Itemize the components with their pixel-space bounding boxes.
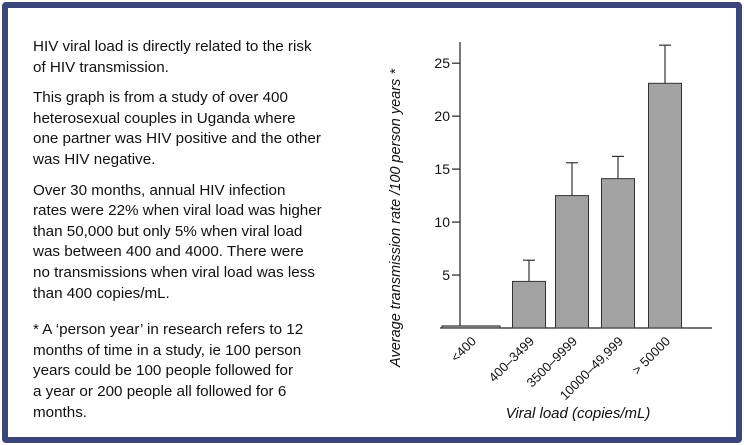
x-tick-label: <400 [448, 334, 479, 365]
bar [555, 195, 589, 329]
text-line: months of time in a study, ie 100 person [33, 341, 302, 359]
text-line: of HIV transmission. [33, 58, 169, 76]
paragraph: This graph is from a study of over 400 he… [33, 88, 373, 170]
bar [512, 280, 546, 329]
bar [441, 325, 501, 329]
text-line: rates were 22% when viral load was highe… [33, 202, 322, 220]
x-tick-label: > 50000 [629, 334, 673, 378]
text-line: This graph is from a study of over 400 [33, 89, 288, 107]
text-line: * A ‘person year’ in research refers to … [33, 321, 304, 339]
y-tick-label: 20 [434, 108, 450, 124]
x-axis-title: Viral load (copies/mL) [506, 405, 651, 422]
y-tick-label: 25 [434, 55, 450, 71]
error-bar [659, 44, 671, 84]
y-tick-label: 5 [442, 267, 450, 283]
text-line: years could be 100 people followed for [33, 362, 294, 380]
description: HIV viral load is directly related to th… [33, 37, 373, 433]
y-tick-label: 10 [434, 214, 450, 230]
text-line: one partner was HIV positive and the oth… [33, 130, 321, 148]
bar [648, 82, 682, 329]
text-line: HIV viral load is directly related to th… [33, 38, 312, 55]
text-line: was HIV negative. [33, 150, 156, 168]
text-line: a year or 200 people all followed for 6 [33, 382, 287, 400]
text-line: was between 400 and 4000. There were [33, 243, 304, 261]
error-bar [566, 162, 578, 196]
error-bar [523, 259, 535, 282]
text-line: months. [33, 403, 88, 421]
text-line: heterosexual couples in Uganda where [33, 109, 296, 127]
bar [601, 178, 635, 329]
paragraph: Over 30 months, annual HIV infection rate… [33, 181, 373, 305]
y-tick-label: 15 [434, 161, 450, 177]
text-line: than 400 copies/mL. [33, 284, 170, 302]
text-line: no transmissions when viral load was les… [33, 263, 315, 281]
error-bar [612, 155, 624, 179]
paragraph: * A ‘person year’ in research refers to … [33, 320, 373, 423]
text-line: Over 30 months, annual HIV infection [33, 181, 286, 199]
text-line: than 50,000 but only 5% when viral load [33, 222, 303, 240]
paragraph: HIV viral load is directly related to th… [33, 37, 373, 78]
y-axis-title: Average transmission rate /100 person ye… [388, 68, 404, 368]
